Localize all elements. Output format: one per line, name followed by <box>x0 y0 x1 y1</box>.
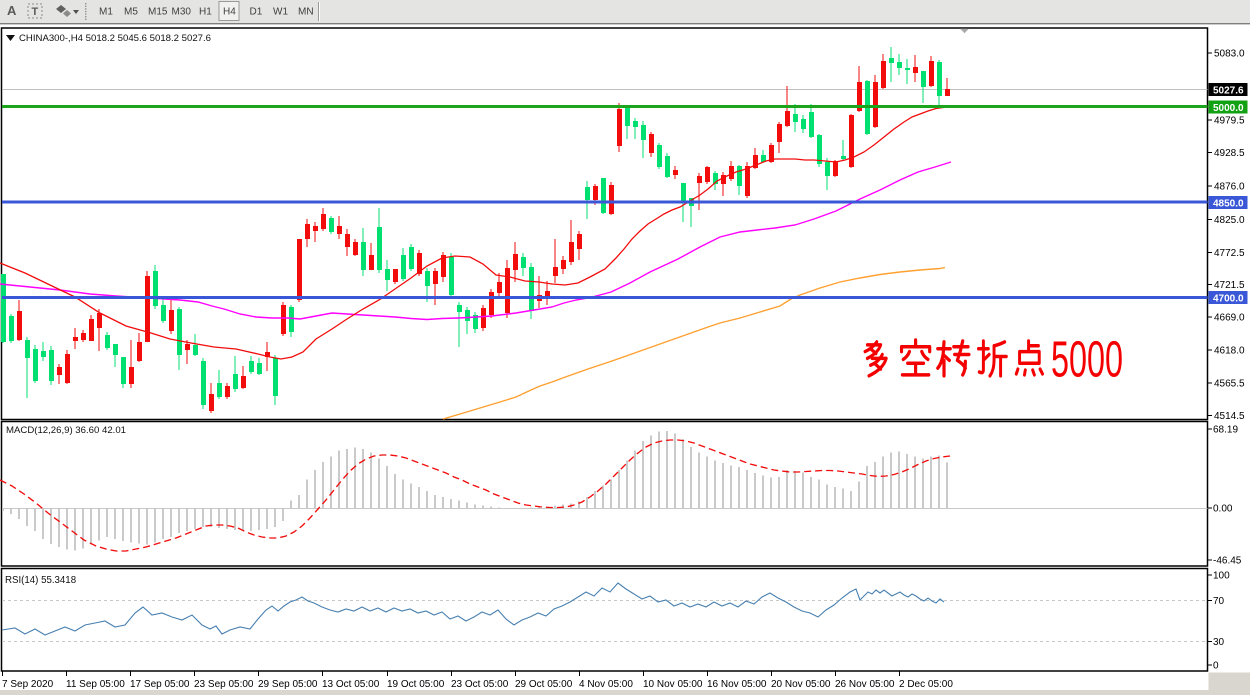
svg-text:29 Oct 05:00: 29 Oct 05:00 <box>515 679 573 690</box>
svg-text:10 Nov 05:00: 10 Nov 05:00 <box>643 679 703 690</box>
svg-text:23 Oct 05:00: 23 Oct 05:00 <box>451 679 509 690</box>
svg-text:CHINA300-,H4 5018.2 5045.6 501: CHINA300-,H4 5018.2 5045.6 5018.2 5027.6 <box>19 33 211 44</box>
svg-text:100: 100 <box>1213 571 1230 582</box>
svg-text:4876.0: 4876.0 <box>1214 182 1245 193</box>
svg-text:0.00: 0.00 <box>1213 504 1233 515</box>
svg-text:M1: M1 <box>99 7 113 18</box>
svg-text:4700.0: 4700.0 <box>1213 294 1244 305</box>
svg-text:4721.5: 4721.5 <box>1214 280 1245 291</box>
svg-text:16 Nov 05:00: 16 Nov 05:00 <box>707 679 767 690</box>
svg-text:29 Sep 05:00: 29 Sep 05:00 <box>258 679 318 690</box>
svg-text:5000: 5000 <box>1051 331 1123 388</box>
svg-text:D1: D1 <box>250 7 263 18</box>
svg-text:4514.5: 4514.5 <box>1214 411 1245 422</box>
svg-text:68.19: 68.19 <box>1213 425 1238 436</box>
svg-text:5027.6: 5027.6 <box>1213 86 1244 97</box>
svg-text:4669.0: 4669.0 <box>1214 313 1245 324</box>
svg-text:5000.0: 5000.0 <box>1213 103 1244 114</box>
svg-text:4618.0: 4618.0 <box>1214 346 1245 357</box>
svg-text:26 Nov 05:00: 26 Nov 05:00 <box>835 679 895 690</box>
svg-text:30: 30 <box>1213 637 1225 648</box>
svg-text:2 Dec 05:00: 2 Dec 05:00 <box>899 679 953 690</box>
svg-text:H4: H4 <box>223 7 236 18</box>
svg-text:19 Oct 05:00: 19 Oct 05:00 <box>387 679 445 690</box>
svg-text:4928.5: 4928.5 <box>1214 148 1245 159</box>
svg-text:17 Sep 05:00: 17 Sep 05:00 <box>130 679 190 690</box>
svg-text:11 Sep 05:00: 11 Sep 05:00 <box>66 679 125 690</box>
svg-text:4565.5: 4565.5 <box>1214 379 1245 390</box>
svg-text:70: 70 <box>1213 596 1225 607</box>
svg-text:4825.0: 4825.0 <box>1214 215 1245 226</box>
svg-text:W1: W1 <box>273 7 288 18</box>
svg-text:M5: M5 <box>124 7 138 18</box>
svg-text:MACD(12,26,9) 36.60 42.01: MACD(12,26,9) 36.60 42.01 <box>6 425 126 436</box>
svg-text:7 Sep 2020: 7 Sep 2020 <box>2 679 54 690</box>
svg-text:T: T <box>32 6 39 18</box>
svg-text:MN: MN <box>298 7 314 18</box>
svg-text:H1: H1 <box>199 7 212 18</box>
svg-text:4 Nov 05:00: 4 Nov 05:00 <box>579 679 633 690</box>
svg-text:M15: M15 <box>148 7 168 18</box>
svg-text:-46.45: -46.45 <box>1213 556 1242 567</box>
svg-text:4772.5: 4772.5 <box>1214 248 1245 259</box>
svg-text:4979.5: 4979.5 <box>1214 116 1245 127</box>
svg-text:23 Sep 05:00: 23 Sep 05:00 <box>194 679 254 690</box>
svg-text:5083.0: 5083.0 <box>1214 49 1245 60</box>
svg-text:13 Oct 05:00: 13 Oct 05:00 <box>322 679 380 690</box>
svg-text:20 Nov 05:00: 20 Nov 05:00 <box>771 679 831 690</box>
svg-text:A: A <box>7 3 17 18</box>
svg-text:M30: M30 <box>172 7 192 18</box>
svg-text:4850.0: 4850.0 <box>1213 199 1244 210</box>
svg-text:RSI(14) 55.3418: RSI(14) 55.3418 <box>5 575 76 586</box>
svg-text:0: 0 <box>1213 661 1219 672</box>
